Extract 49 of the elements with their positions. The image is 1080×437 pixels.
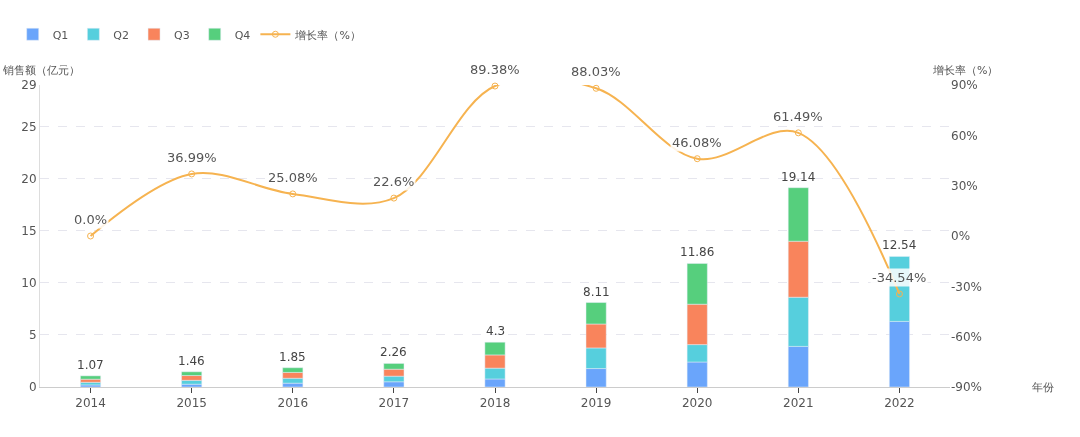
x-tick-label: 2022	[884, 396, 915, 411]
data-label: 89.38%	[470, 62, 520, 77]
total-label: 12.54	[882, 238, 917, 252]
y2-tick-label: -90%	[951, 380, 983, 395]
total-label: 11.86	[680, 245, 715, 259]
y-tick-label: 20	[21, 171, 37, 186]
total-label: 4.3	[486, 324, 506, 338]
y2-axis-title: 增长率（%）	[932, 64, 999, 77]
total-label: 1.46	[178, 354, 205, 368]
legend-label: Q1	[52, 28, 69, 42]
y-tick-label: 15	[21, 223, 37, 238]
data-label: 22.6%	[373, 174, 415, 189]
data-label: 25.08%	[268, 170, 318, 185]
x-tick-label: 2019	[580, 396, 612, 411]
x-tick-label: 2020	[681, 396, 713, 411]
data-label: 88.03%	[571, 64, 621, 79]
legend-label: 增长率（%）	[294, 28, 361, 42]
y-tick-label: 10	[21, 276, 37, 291]
x-axis-title: 年份	[1032, 381, 1054, 394]
data-label: 0.0%	[74, 212, 108, 227]
x-tick-label: 2017	[378, 396, 410, 411]
x-tick-label: 2016	[277, 396, 309, 411]
legend-label: Q3	[174, 28, 190, 42]
y-tick-label: 29	[21, 78, 37, 93]
total-label: 1.07	[77, 358, 104, 372]
y-tick-label: 0	[28, 380, 37, 395]
total-label: 19.14	[781, 170, 816, 184]
data-label: 46.08%	[672, 135, 722, 150]
y2-tick-label: 30%	[951, 178, 978, 193]
data-label: 61.49%	[773, 109, 823, 124]
legend-label: Q4	[234, 28, 251, 42]
data-label: -34.54%	[872, 270, 927, 285]
data-label: 36.99%	[167, 150, 217, 165]
y-tick-label: 5	[28, 328, 37, 343]
x-tick-label: 2018	[479, 396, 511, 411]
y2-tick-label: 0%	[951, 229, 971, 244]
y-axis-title: 销售额（亿元）	[2, 64, 80, 77]
total-label: 1.85	[279, 350, 306, 364]
total-label: 8.11	[583, 285, 610, 299]
y2-tick-label: -30%	[951, 279, 983, 294]
y2-tick-label: 60%	[951, 128, 978, 143]
y2-tick-label: 90%	[951, 78, 978, 93]
x-tick-label: 2021	[783, 396, 814, 411]
y2-tick-label: -60%	[951, 329, 983, 344]
x-tick-label: 2015	[176, 396, 207, 411]
y-tick-label: 25	[21, 119, 37, 134]
legend-label: Q2	[113, 28, 130, 42]
x-tick-label: 2014	[75, 396, 106, 411]
total-label: 2.26	[380, 345, 407, 359]
